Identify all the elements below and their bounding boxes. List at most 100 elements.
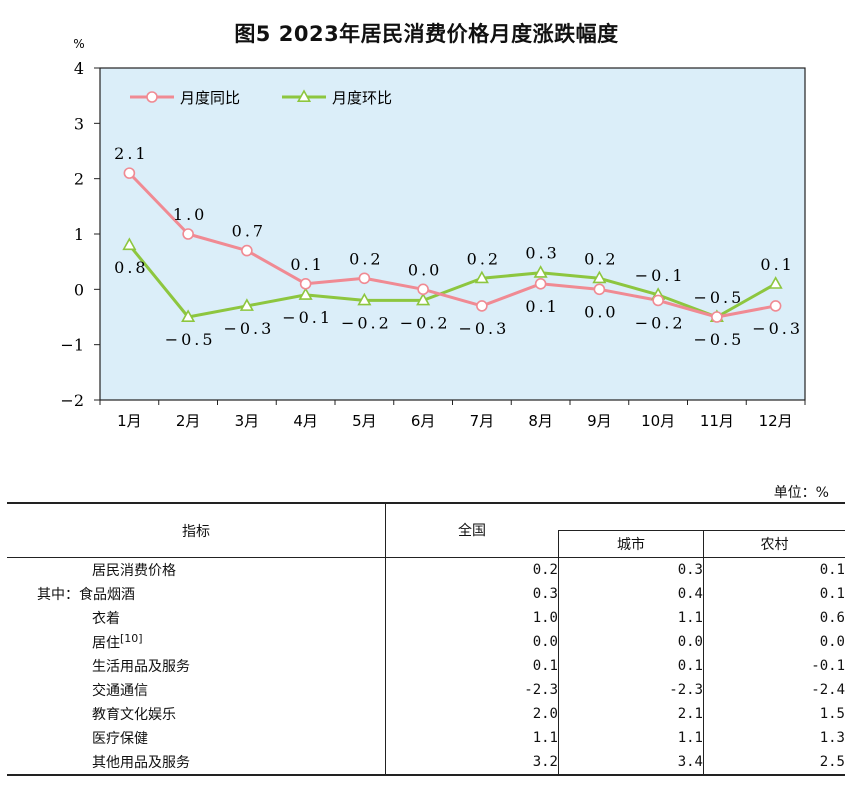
x-tick-label: 9月 — [587, 412, 612, 430]
yoy-point — [711, 311, 723, 323]
mom-point — [298, 287, 313, 300]
y-tick-label: −1 — [60, 336, 84, 355]
mom-point — [592, 270, 607, 284]
value-rural: 1.3 — [703, 726, 845, 750]
yoy-data-label: 2.1 — [114, 144, 148, 163]
mom-point — [357, 292, 372, 306]
mom-data-label: −0.1 — [282, 308, 333, 327]
x-tick-label: 6月 — [411, 412, 436, 430]
value-urban: 3.4 — [558, 750, 704, 775]
table-row: 居民消费价格 0.2 0.3 0.1 — [7, 557, 845, 582]
yoy-point — [358, 272, 371, 285]
value-rural: 0.6 — [703, 606, 845, 630]
y-tick-label: 3 — [74, 114, 84, 133]
mom-data-label: 0.3 — [525, 244, 559, 263]
yoy-data-label: −0.3 — [458, 319, 509, 338]
mom-point — [533, 265, 548, 278]
value-urban: 0.4 — [558, 582, 704, 606]
value-national: 0.0 — [385, 630, 559, 654]
mom-data-label: −0.2 — [341, 313, 392, 332]
line-chart: % 4 3 2 1 0 −1 −2 1月 2月 3月 4月 5月 6月 7月 8月 9月 10月 11月 12月 2.1… — [60, 37, 806, 430]
mom-point — [122, 237, 137, 251]
value-urban: 0.3 — [558, 557, 704, 582]
table-row: 其中：食品烟酒 0.3 0.4 0.1 — [7, 582, 845, 606]
yoy-point — [652, 294, 664, 307]
x-tick-label: 1月 — [117, 412, 142, 430]
yoy-data-label: 0.0 — [408, 260, 442, 279]
table-row: 居住[10] 0.0 0.0 0.0 — [7, 630, 845, 654]
value-rural: 0.0 — [703, 630, 845, 654]
series-line-mom — [128, 244, 777, 319]
yoy-data-label: 1.0 — [173, 205, 207, 224]
yoy-data-label: 0.7 — [232, 222, 266, 241]
x-tick-label: 2月 — [176, 412, 201, 430]
value-rural: 0.1 — [703, 557, 845, 582]
yoy-data-label: 0.0 — [584, 302, 618, 321]
legend-label-yoy: 月度同比 — [180, 89, 240, 107]
mom-point — [474, 270, 489, 284]
mom-data-label: 0.2 — [467, 249, 501, 268]
value-urban: 2.1 — [558, 702, 704, 726]
y-tick-label: −2 — [60, 391, 84, 410]
y-tick-label: 2 — [74, 170, 84, 189]
mom-point — [416, 292, 431, 306]
value-urban: 1.1 — [558, 606, 704, 630]
x-tick-label: 11月 — [700, 412, 734, 430]
value-urban: -2.3 — [558, 678, 704, 702]
row-label: 教育文化娱乐 — [92, 707, 176, 723]
chart-title: 图5 2023年居民消费价格月度涨跌幅度 — [234, 22, 619, 46]
value-national: 0.2 — [385, 557, 559, 582]
value-national: 0.3 — [385, 582, 559, 606]
header-urban: 城市 — [558, 530, 704, 558]
header-blank — [559, 503, 846, 531]
x-tick-label: 8月 — [528, 412, 553, 430]
row-label: 衣着 — [92, 611, 120, 627]
row-label: 居民消费价格 — [92, 563, 176, 579]
value-national: 0.1 — [385, 654, 559, 678]
yoy-point — [417, 283, 429, 296]
mom-data-label: −0.5 — [693, 288, 744, 307]
header-indicator: 指标 — [7, 503, 386, 558]
table-row: 教育文化娱乐 2.0 2.1 1.5 — [7, 702, 845, 726]
y-axis-unit: % — [73, 37, 84, 51]
yoy-point — [182, 228, 194, 240]
mom-data-label: −0.1 — [635, 266, 686, 285]
y-tick-label: 1 — [74, 225, 84, 244]
header-national: 全国 — [385, 503, 559, 558]
value-rural: 0.1 — [703, 582, 845, 606]
legend-marker-yoy — [146, 91, 158, 103]
mom-data-label: 0.1 — [760, 255, 794, 274]
value-rural: -0.1 — [703, 654, 845, 678]
row-label: 其中：食品烟酒 — [37, 587, 135, 603]
yoy-point — [534, 277, 547, 290]
value-urban: 0.1 — [558, 654, 704, 678]
y-tick-label: 0 — [74, 280, 84, 299]
mom-data-label: −0.3 — [223, 319, 274, 338]
plot-area — [99, 67, 806, 401]
value-rural: 1.5 — [703, 702, 845, 726]
x-tick-label: 10月 — [641, 412, 675, 430]
row-label: 交通通信 — [92, 683, 148, 699]
legend-label-mom: 月度环比 — [332, 89, 392, 107]
yoy-point — [299, 277, 312, 290]
yoy-data-label: −0.5 — [693, 330, 744, 349]
value-national: 3.2 — [385, 750, 559, 775]
value-national: 2.0 — [385, 702, 559, 726]
mom-data-label: −0.5 — [165, 330, 216, 349]
mom-point — [768, 276, 783, 289]
yoy-data-label: −0.2 — [635, 313, 686, 332]
mom-point — [181, 309, 196, 323]
row-label: 生活用品及服务 — [92, 659, 190, 675]
value-urban: 0.0 — [558, 630, 704, 654]
mom-point — [239, 298, 254, 311]
yoy-data-label: −0.3 — [752, 319, 803, 338]
yoy-data-label: 0.2 — [349, 249, 383, 268]
yoy-point — [241, 244, 253, 257]
table-row: 医疗保健 1.1 1.1 1.3 — [7, 726, 845, 750]
value-rural: -2.4 — [703, 678, 845, 702]
yoy-point — [476, 300, 488, 312]
header-rural: 农村 — [703, 530, 845, 558]
yoy-point — [769, 300, 782, 312]
table-row: 生活用品及服务 0.1 0.1 -0.1 — [7, 654, 845, 678]
mom-data-label: −0.2 — [400, 313, 451, 332]
